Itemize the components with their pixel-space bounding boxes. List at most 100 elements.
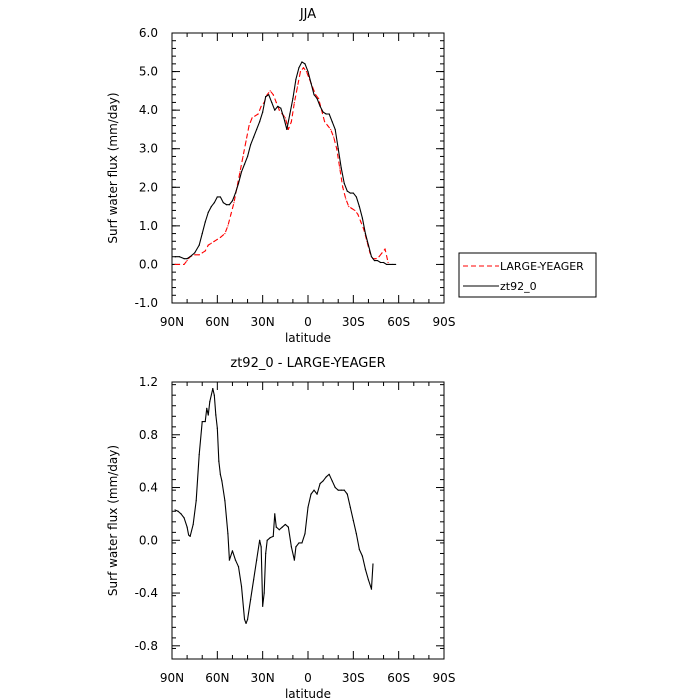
data-point <box>178 263 181 266</box>
data-point <box>245 140 247 142</box>
y-axis-label: Surf water flux (mm/day) <box>106 92 120 243</box>
x-tick-label: 30N <box>251 315 275 329</box>
data-point <box>240 171 243 173</box>
y-tick-label: 6.0 <box>139 26 158 40</box>
data-point <box>259 121 261 123</box>
data-point <box>340 167 342 169</box>
data-point <box>228 204 231 206</box>
data-point <box>290 546 292 548</box>
data-point <box>346 493 348 495</box>
data-point <box>299 70 302 73</box>
data-point <box>372 563 374 565</box>
data-point <box>354 209 356 212</box>
data-point <box>233 202 235 204</box>
data-point <box>201 232 203 235</box>
data-point <box>333 136 335 138</box>
data-point <box>319 482 321 485</box>
data-point <box>183 258 185 260</box>
data-point <box>280 107 282 109</box>
data-point <box>198 254 200 256</box>
data-point <box>317 97 320 100</box>
x-tick-label: 60S <box>387 671 410 685</box>
data-point <box>262 111 264 113</box>
data-point <box>186 526 188 528</box>
data-point <box>334 128 336 131</box>
data-point <box>385 263 388 266</box>
data-point <box>375 258 377 260</box>
data-point <box>237 182 240 185</box>
data-point <box>370 256 373 258</box>
data-point <box>265 96 267 98</box>
data-point <box>295 546 297 548</box>
data-point <box>222 202 224 204</box>
data-point <box>177 510 179 512</box>
y-tick-label: 0.4 <box>139 481 158 495</box>
data-point <box>194 254 196 256</box>
data-point <box>225 204 227 206</box>
data-point <box>198 453 200 456</box>
data-point <box>381 252 383 254</box>
data-point <box>346 190 348 192</box>
x-tick-label: 90S <box>433 671 456 685</box>
y-tick-label: 3.0 <box>139 142 158 156</box>
data-point <box>331 480 333 482</box>
y-tick-label: 1.2 <box>139 375 158 389</box>
data-point <box>249 599 252 601</box>
data-point <box>201 252 203 254</box>
data-point <box>195 500 197 502</box>
data-point <box>212 388 214 390</box>
data-point <box>376 259 379 262</box>
data-point <box>384 248 386 250</box>
data-point <box>210 205 212 208</box>
data-point <box>278 109 280 111</box>
series-line-difference <box>174 388 374 624</box>
data-point <box>373 259 376 262</box>
data-point <box>295 78 297 80</box>
data-point <box>284 523 286 526</box>
data-point <box>387 261 389 264</box>
data-point <box>351 207 353 210</box>
data-point <box>253 136 255 138</box>
data-point <box>243 163 246 165</box>
data-point <box>189 535 191 537</box>
data-point <box>240 585 243 588</box>
data-point <box>328 113 330 115</box>
data-point <box>207 244 209 246</box>
data-point <box>260 546 262 548</box>
data-point <box>395 263 397 266</box>
series-line-zt92-0 <box>175 61 396 265</box>
data-point <box>263 592 265 594</box>
data-point <box>269 537 271 539</box>
data-point <box>337 489 339 491</box>
data-point <box>328 473 330 475</box>
data-point <box>331 121 333 123</box>
data-point <box>216 238 218 240</box>
data-point <box>340 489 342 491</box>
data-point <box>358 548 360 551</box>
data-point <box>230 213 232 215</box>
legend-label: LARGE-YEAGER <box>500 260 584 273</box>
data-point <box>216 196 218 198</box>
data-point <box>268 94 270 96</box>
legend-box <box>458 252 597 298</box>
data-point <box>201 420 203 423</box>
data-point <box>307 70 309 73</box>
y-tick-label: 4.0 <box>139 103 158 117</box>
data-point <box>227 533 229 535</box>
data-point <box>290 121 292 123</box>
data-point <box>319 105 321 107</box>
data-point <box>239 171 241 173</box>
data-point <box>260 105 262 107</box>
data-point <box>345 198 347 200</box>
data-point <box>314 94 317 96</box>
data-point <box>245 622 247 624</box>
data-point <box>224 500 226 502</box>
data-point <box>357 213 359 215</box>
data-point <box>277 105 279 107</box>
data-point <box>352 519 354 522</box>
data-point <box>207 211 209 213</box>
data-point <box>183 517 185 519</box>
data-point <box>174 256 176 258</box>
x-tick-label: 90N <box>160 315 184 329</box>
